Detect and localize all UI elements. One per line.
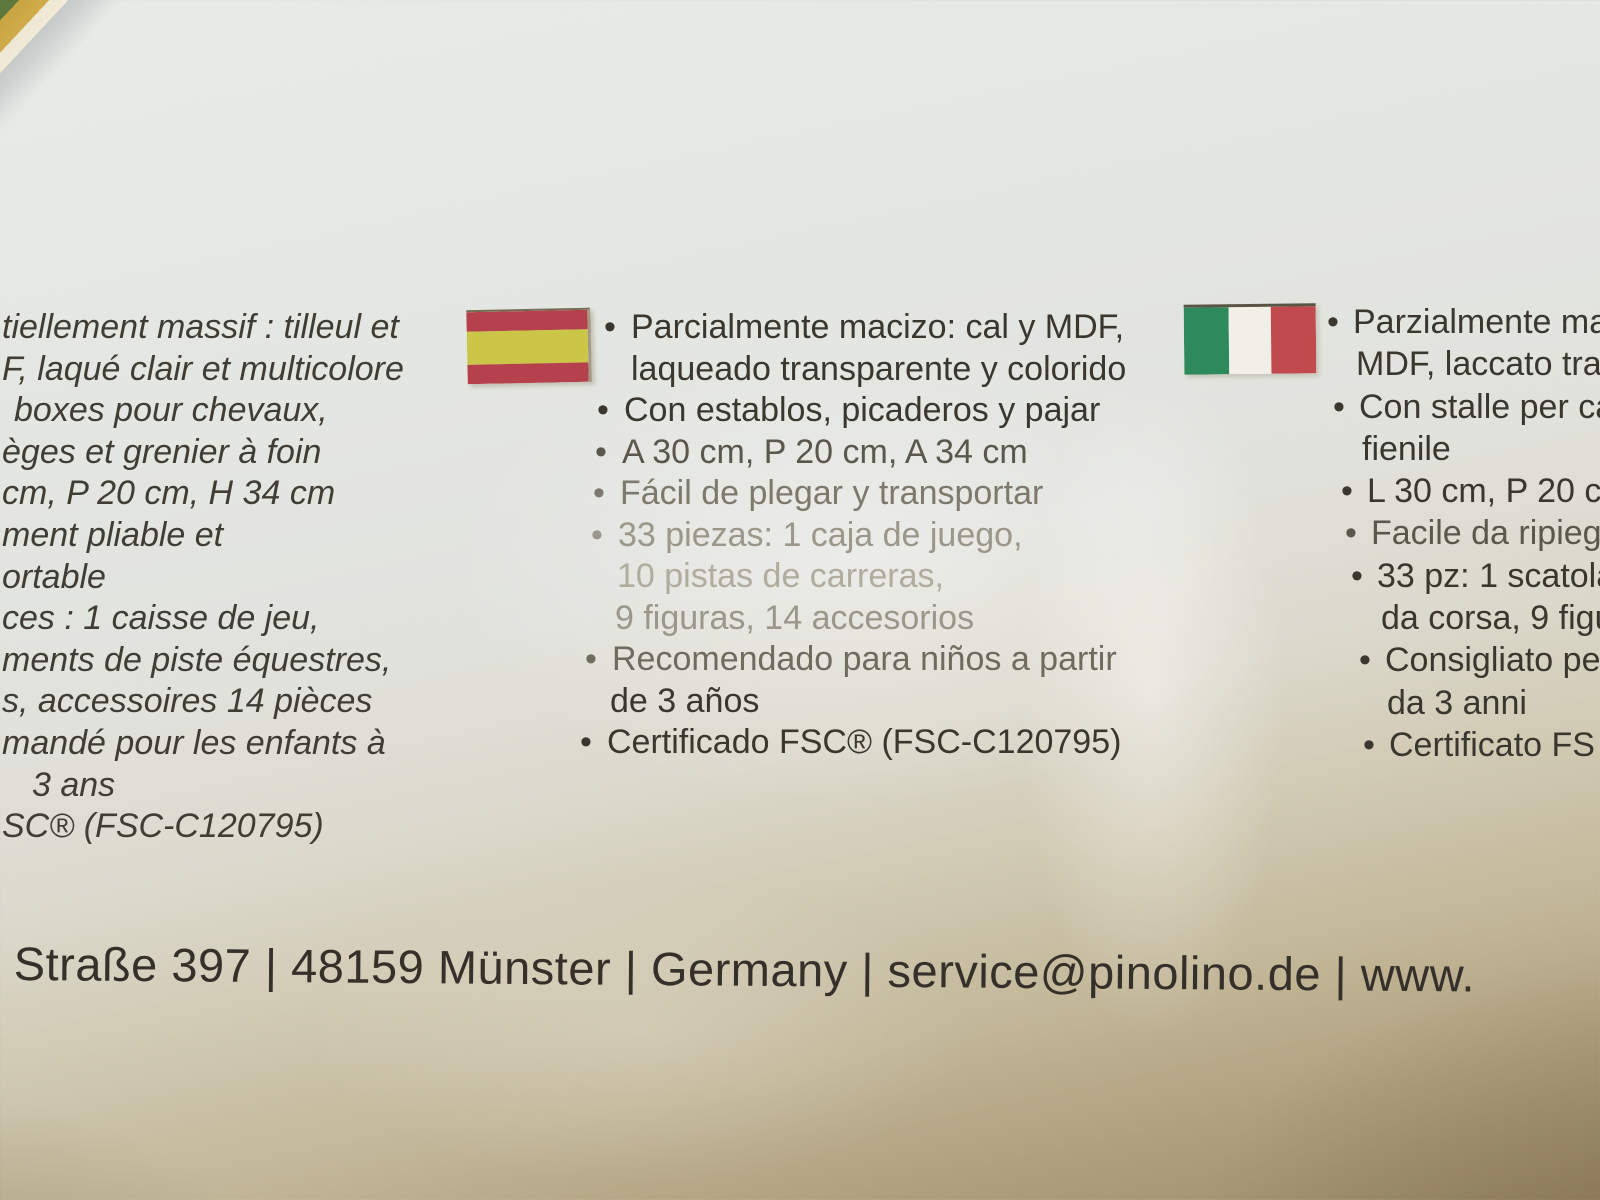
spec-line: cm, P 20 cm, H 34 cm (2, 474, 336, 513)
spanish-specs-column: • Parcialmente macizo: cal y MDF, laquead… (580, 307, 1127, 764)
spec-line: 3 ans (32, 765, 116, 804)
spec-line: • Recomendado para niños a partir (585, 640, 1117, 678)
spec-line: 10 pistas de carreras, (617, 557, 944, 595)
spec-line: boxes pour chevaux, (14, 391, 328, 430)
italy-flag-icon (1183, 303, 1317, 375)
spain-flag-stripes (466, 309, 589, 385)
spec-line: • 33 piezas: 1 caja de juego, (591, 515, 1023, 554)
spec-line: 9 figuras, 14 accesorios (615, 598, 975, 637)
spec-line: mandé pour les enfants à (2, 723, 386, 762)
spec-line: ments de piste équestres, (2, 640, 392, 679)
spec-line: • L 30 cm, P 20 c (1341, 472, 1600, 511)
spec-line: da 3 anni (1387, 683, 1527, 722)
spec-line: SC® (FSC-C120795) (2, 807, 324, 846)
spec-line: tiellement massif : tilleul et (2, 308, 399, 346)
spec-line: • Parzialmente ma (1327, 303, 1600, 341)
manufacturer-address-line: Straße 397 | 48159 Münster | Germany | s… (13, 936, 1476, 1002)
spec-line: s, accessoires 14 pièces (2, 682, 373, 721)
italian-specs-column: • Parzialmente ma MDF, laccato tras • Con … (1327, 301, 1600, 766)
spec-line: • 33 pz: 1 scatola (1351, 556, 1600, 595)
spec-line: de 3 años (610, 681, 760, 720)
spec-line: MDF, laccato tras (1356, 345, 1600, 384)
spec-line: ces : 1 caisse de jeu, (2, 599, 320, 638)
spec-line: ortable (2, 557, 106, 596)
spec-line: • Facile da ripieg (1345, 514, 1600, 553)
box-corner-edge (0, 0, 240, 240)
spec-line: da corsa, 9 figu (1381, 599, 1600, 638)
spec-line: fienile (1362, 429, 1451, 468)
spec-line: • Consigliato pe (1359, 641, 1600, 680)
spec-line: • Certificado FSC® (FSC-C120795) (580, 723, 1122, 761)
spec-line: • Con stalle per ca (1333, 387, 1600, 426)
spec-line: • A 30 cm, P 20 cm, A 34 cm (595, 432, 1028, 471)
spec-line: • Certificato FS (1363, 725, 1595, 764)
spec-line: • Con establos, picaderos y pajar (597, 391, 1101, 429)
spec-line: • Fácil de plegar y transportar (593, 474, 1044, 512)
spec-line: laqueado transparente y colorido (631, 349, 1127, 388)
spec-line: èges et grenier à foin (2, 432, 322, 471)
french-specs-column: tiellement massif : tilleul et F, laqué … (2, 307, 404, 848)
italy-flag-stripes (1183, 306, 1317, 375)
spain-flag-icon (466, 307, 592, 385)
spec-line: • Parcialmente macizo: cal y MDF, (604, 308, 1125, 346)
spec-line: ment pliable et (2, 515, 224, 554)
spec-line: F, laqué clair et multicolore (2, 349, 404, 388)
